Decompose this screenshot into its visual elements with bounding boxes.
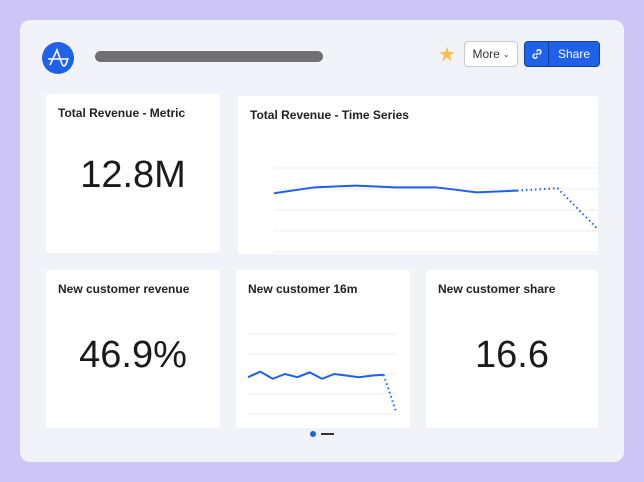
dashboard-window: ★ More ⌄ Share Total Revenue - Metric 12.…	[20, 20, 624, 462]
line-chart	[247, 333, 397, 437]
amplitude-logo[interactable]	[42, 42, 74, 74]
more-button[interactable]: More ⌄	[464, 41, 518, 67]
pagination-dot-active	[310, 431, 316, 437]
metric-value: 46.9%	[79, 334, 187, 376]
more-label: More	[472, 47, 500, 61]
projected-line	[382, 374, 397, 412]
share-label: Share	[557, 47, 591, 61]
star-icon[interactable]: ★	[438, 44, 456, 66]
series-line	[273, 184, 518, 195]
card-new-customer-16m[interactable]: New customer 16m	[236, 270, 410, 437]
card-new-customer-share[interactable]: New customer share 16.6	[426, 270, 598, 428]
card-total-revenue-metric[interactable]: Total Revenue - Metric 12.8M	[46, 94, 220, 253]
card-title: Total Revenue - Metric	[58, 106, 186, 120]
metric-value: 12.8M	[80, 154, 186, 196]
chevron-down-icon: ⌄	[502, 49, 510, 59]
card-title: New customer share	[438, 282, 556, 296]
projected-line	[516, 187, 598, 231]
card-title: Total Revenue - Time Series	[250, 108, 409, 122]
card-new-customer-revenue[interactable]: New customer revenue 46.9%	[46, 270, 220, 428]
series-line	[247, 370, 384, 380]
card-total-revenue-time-series[interactable]: Total Revenue - Time Series	[238, 96, 598, 254]
metric-value: 16.6	[475, 334, 549, 376]
link-icon	[525, 42, 549, 66]
card-title: New customer 16m	[248, 282, 358, 296]
card-title: New customer revenue	[58, 282, 190, 296]
share-button[interactable]: Share	[524, 41, 600, 67]
dashboard-title-placeholder	[95, 51, 323, 62]
line-chart	[273, 167, 598, 253]
